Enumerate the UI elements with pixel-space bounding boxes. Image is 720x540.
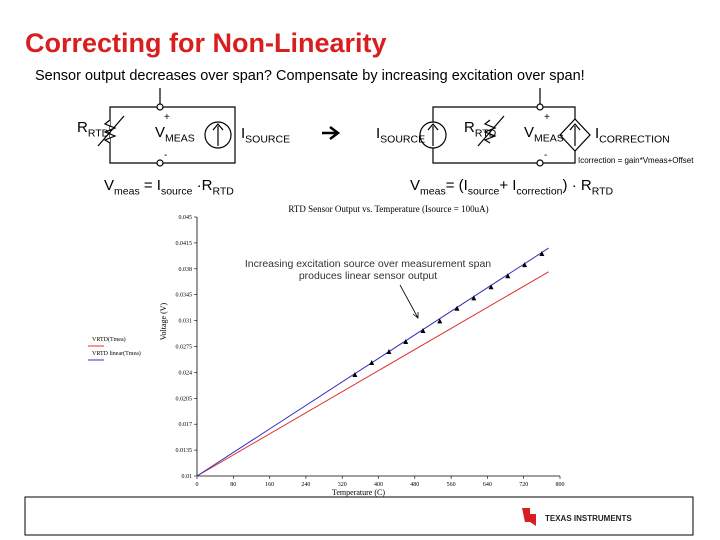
minus-sign: - bbox=[544, 150, 547, 161]
correction-label-part: I bbox=[595, 125, 599, 142]
minus-sign: - bbox=[164, 150, 167, 161]
equation-sub: correction bbox=[516, 186, 562, 198]
resistor-label: RRTD bbox=[77, 119, 110, 140]
data-point bbox=[471, 295, 477, 301]
correction-formula: Icorrection = gain*Vmeas+Offset bbox=[578, 156, 694, 165]
data-point bbox=[369, 360, 375, 366]
equation-sub: meas bbox=[114, 186, 140, 198]
data-point bbox=[505, 273, 511, 279]
equation-part: V bbox=[104, 177, 114, 194]
chart-title: RTD Sensor Output vs. Temperature (Isour… bbox=[288, 204, 488, 214]
x-tick-label: 800 bbox=[556, 482, 565, 488]
y-tick-label: 0.017 bbox=[179, 422, 193, 428]
voltage-label-part: V bbox=[524, 124, 534, 141]
data-point bbox=[522, 262, 528, 268]
plus-sign: + bbox=[164, 112, 170, 123]
resistor-label-sub: RTD bbox=[475, 128, 497, 140]
slide-title: Correcting for Non-Linearity bbox=[25, 28, 387, 58]
voltage-label: VMEAS bbox=[524, 124, 564, 145]
correction-label-sub: CORRECTION bbox=[599, 134, 670, 146]
x-axis-label: Temperature (C) bbox=[332, 488, 385, 497]
data-point bbox=[420, 327, 426, 333]
y-tick-label: 0.0135 bbox=[176, 448, 193, 454]
left-schematic bbox=[97, 88, 236, 167]
y-tick-label: 0.0205 bbox=[176, 396, 193, 402]
x-tick-label: 320 bbox=[338, 482, 347, 488]
right-schematic bbox=[419, 88, 591, 167]
resistor-label-sub: RTD bbox=[88, 128, 110, 140]
equation-sub: source bbox=[161, 186, 193, 198]
resistor-label-part: R bbox=[77, 119, 88, 136]
y-tick-label: 0.038 bbox=[179, 267, 193, 273]
source-label-part: I bbox=[376, 125, 380, 142]
voltage-label-sub: MEAS bbox=[534, 133, 564, 145]
voltage-label: VMEAS bbox=[155, 124, 195, 145]
company-name: TEXAS INSTRUMENTS bbox=[545, 514, 632, 523]
data-point bbox=[403, 339, 409, 345]
data-point bbox=[352, 371, 358, 377]
arrow bbox=[322, 126, 341, 140]
source-label-part: I bbox=[241, 125, 245, 142]
equation-part: = (I bbox=[446, 177, 468, 194]
y-tick-label: 0.024 bbox=[179, 370, 193, 376]
equation-sub: source bbox=[468, 186, 500, 198]
legend-label: VRTD linear(Tmea) bbox=[92, 350, 141, 357]
legend-label: VRTD(Tmea) bbox=[92, 336, 126, 343]
series-line bbox=[196, 247, 549, 477]
equation-sub: RTD bbox=[212, 186, 234, 198]
x-tick-label: 0 bbox=[196, 482, 199, 488]
equation: Vmeas= (Isource+ Icorrection) · RRTD bbox=[410, 177, 614, 198]
source-label: ISOURCE bbox=[241, 125, 290, 146]
y-axis-label: Voltage (V) bbox=[159, 302, 168, 340]
x-tick-label: 160 bbox=[265, 482, 274, 488]
x-tick-label: 480 bbox=[410, 482, 419, 488]
x-tick-label: 400 bbox=[374, 482, 383, 488]
x-tick-label: 560 bbox=[447, 482, 456, 488]
equation-part: ·R bbox=[192, 177, 212, 194]
voltage-label-sub: MEAS bbox=[165, 133, 195, 145]
data-point bbox=[539, 251, 545, 256]
y-tick-label: 0.01 bbox=[182, 474, 193, 480]
equation-part: = I bbox=[140, 177, 161, 194]
y-tick-label: 0.0275 bbox=[176, 345, 193, 351]
series-line bbox=[196, 271, 549, 477]
equation-part: ) · R bbox=[563, 177, 592, 194]
equation-part: V bbox=[410, 177, 420, 194]
logo-mark bbox=[522, 508, 536, 526]
x-tick-label: 80 bbox=[230, 482, 236, 488]
equation-sub: meas bbox=[420, 186, 446, 198]
equation: Vmeas = Isource ·RRTD bbox=[104, 177, 234, 198]
correction-label: ICORRECTION bbox=[595, 125, 670, 146]
source-label-sub: SOURCE bbox=[245, 134, 290, 146]
data-point bbox=[488, 284, 494, 290]
annotation-arrow bbox=[399, 284, 419, 319]
data-point bbox=[454, 305, 460, 311]
y-tick-label: 0.045 bbox=[179, 215, 193, 221]
x-tick-label: 720 bbox=[519, 482, 528, 488]
x-tick-label: 240 bbox=[301, 482, 310, 488]
annotation-line: produces linear sensor output bbox=[299, 270, 437, 282]
footer-box bbox=[24, 496, 694, 536]
annotation: Increasing excitation source over measur… bbox=[245, 258, 491, 282]
slide-subtitle: Sensor output decreases over span? Compe… bbox=[35, 68, 585, 84]
y-tick-label: 0.0345 bbox=[176, 293, 193, 299]
voltage-label-part: V bbox=[155, 124, 165, 141]
data-point bbox=[437, 318, 443, 324]
source-label: ISOURCE bbox=[376, 125, 425, 146]
y-tick-label: 0.031 bbox=[179, 319, 193, 325]
source-label-sub: SOURCE bbox=[380, 134, 425, 146]
plus-sign: + bbox=[544, 112, 550, 123]
equation-sub: RTD bbox=[592, 186, 614, 198]
resistor-label: RRTD bbox=[464, 119, 497, 140]
data-point bbox=[386, 348, 392, 354]
annotation-line: Increasing excitation source over measur… bbox=[245, 258, 491, 270]
resistor-label-part: R bbox=[464, 119, 475, 136]
equation-part: + I bbox=[499, 177, 516, 194]
y-tick-label: 0.0415 bbox=[176, 241, 193, 247]
x-tick-label: 640 bbox=[483, 482, 492, 488]
